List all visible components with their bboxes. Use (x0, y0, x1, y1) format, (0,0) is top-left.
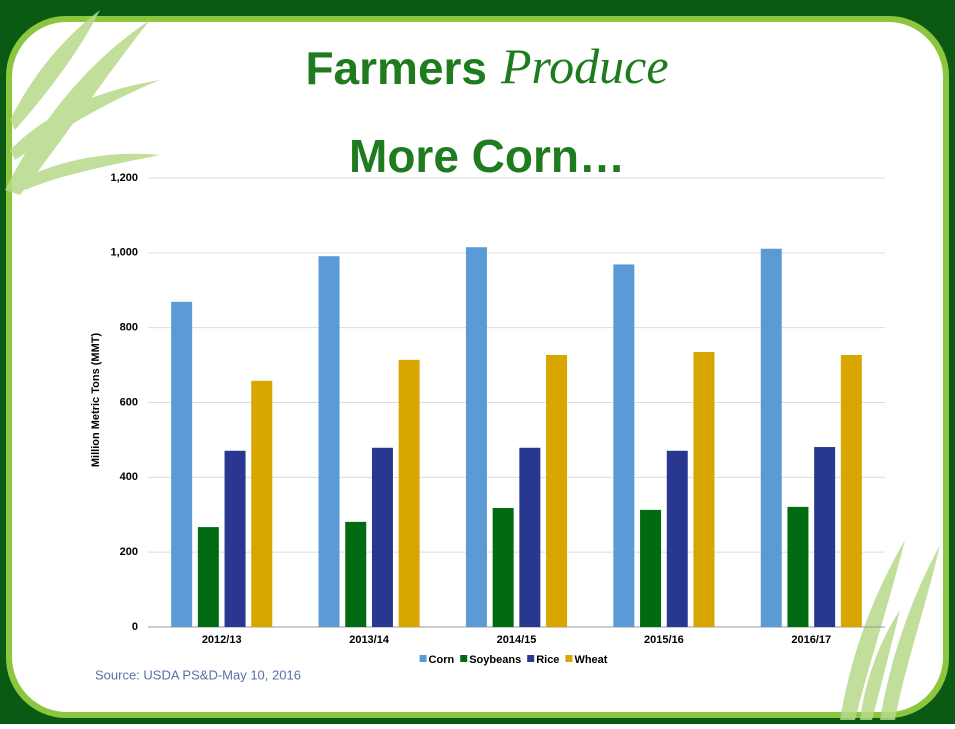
x-tick-label: 2013/14 (349, 634, 390, 646)
legend-label: Rice (536, 654, 559, 666)
bar (640, 509, 662, 627)
bar (613, 264, 635, 627)
bar (519, 447, 541, 627)
legend-swatch (565, 655, 573, 662)
x-tick-label: 2012/13 (202, 634, 242, 646)
bar (171, 301, 193, 627)
legend-swatch (527, 655, 535, 662)
wheat-decoration (5, 10, 940, 720)
bar (345, 521, 367, 627)
title-text: Farmers (305, 42, 487, 94)
bar (787, 506, 809, 627)
x-tick-label: 2015/16 (644, 634, 684, 646)
legend-label: Soybeans (469, 654, 521, 666)
bar (546, 354, 568, 627)
bar (318, 256, 340, 627)
bar (814, 447, 836, 627)
y-axis-label: Million Metric Tons (MMT) (90, 333, 102, 468)
bar (197, 527, 219, 627)
bar (666, 450, 688, 627)
title-emphasis: Produce (500, 38, 669, 94)
bar (371, 447, 393, 627)
source: Source: USDA PS&D-May 10, 2016 (95, 667, 301, 682)
bar (760, 248, 782, 627)
y-tick-label: 400 (120, 471, 138, 483)
legend-swatch (419, 655, 427, 662)
bar (465, 247, 487, 628)
bar (398, 359, 420, 627)
subtitle: More Corn… (349, 130, 625, 182)
title: Farmers Produce (305, 38, 668, 94)
bar (224, 450, 246, 627)
y-tick-label: 1,000 (110, 247, 138, 259)
y-tick-label: 800 (120, 322, 138, 334)
bar (251, 380, 273, 627)
bar (693, 351, 715, 627)
x-tick-label: 2016/17 (791, 634, 831, 646)
legend-label: Wheat (574, 654, 607, 666)
legend-swatch (460, 655, 468, 662)
y-tick-label: 0 (132, 621, 138, 633)
bar (492, 508, 514, 627)
y-tick-label: 600 (120, 396, 138, 408)
y-tick-label: 1,200 (110, 172, 138, 184)
legend-label: Corn (429, 654, 455, 666)
x-tick-label: 2014/15 (497, 634, 537, 646)
bar (840, 354, 862, 627)
y-tick-label: 200 (120, 546, 138, 558)
